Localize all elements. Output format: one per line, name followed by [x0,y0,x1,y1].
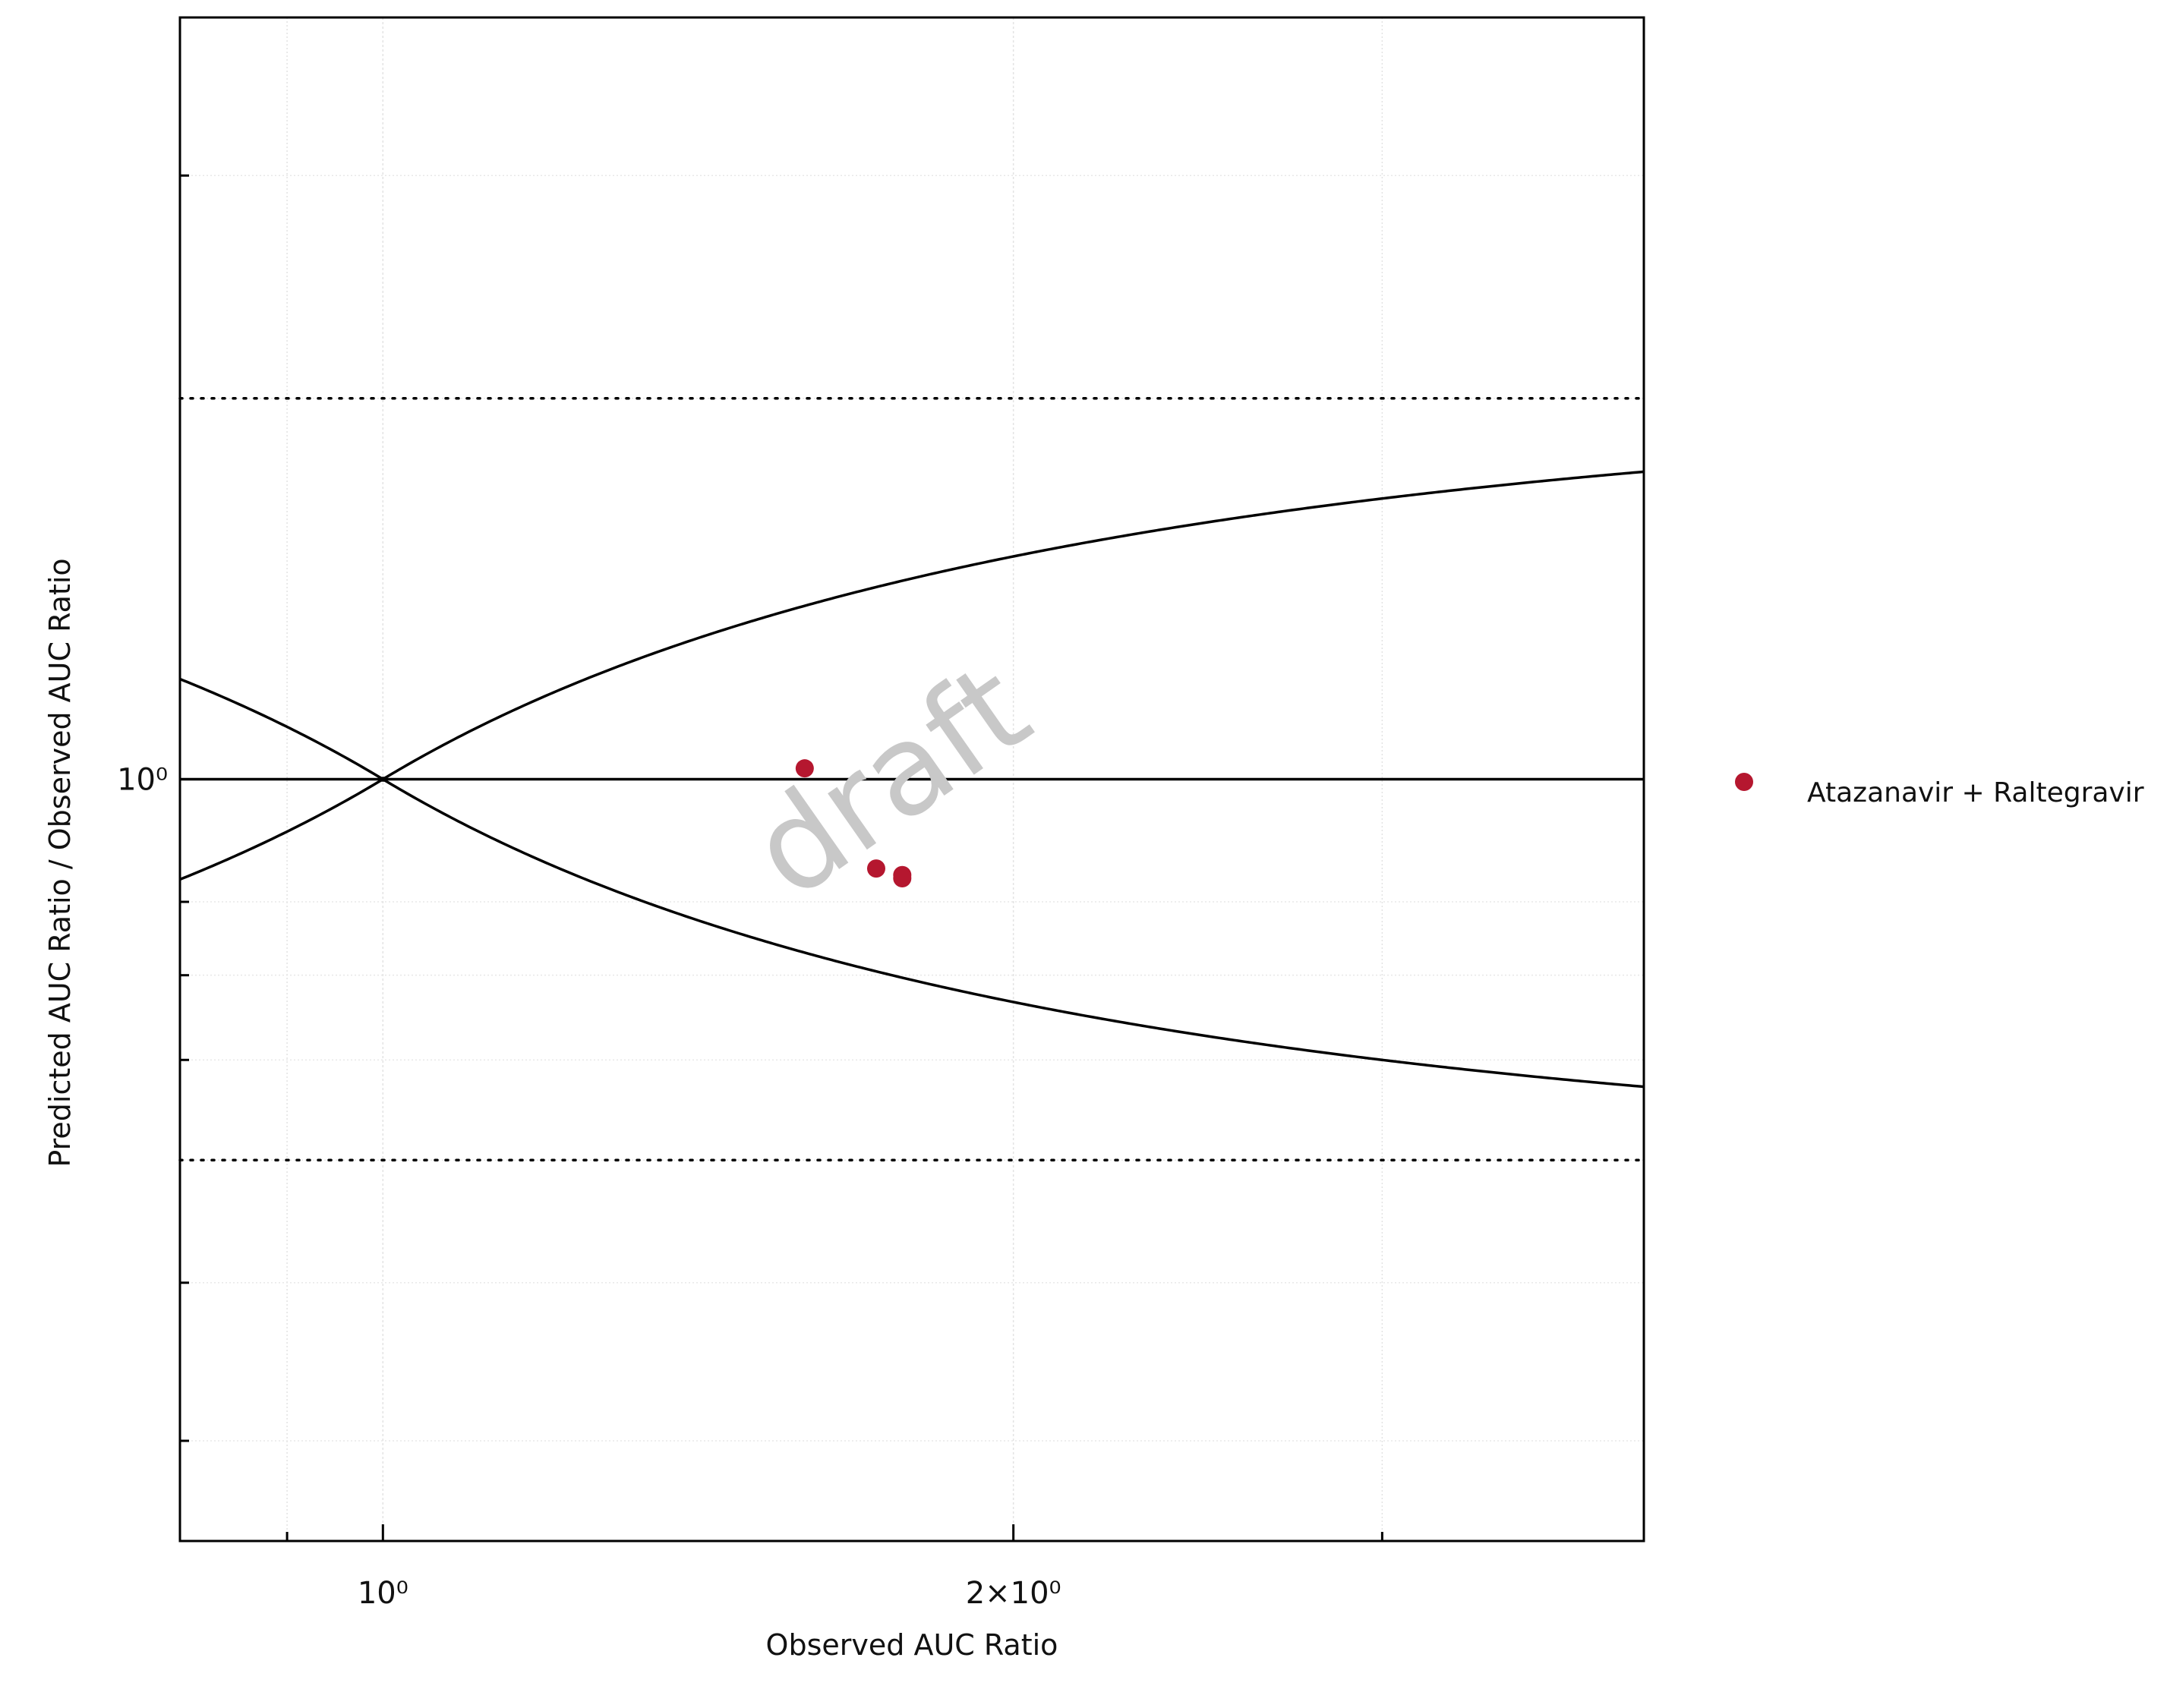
data-point [795,759,814,778]
legend-label: Atazanavir + Raltegravir [1807,777,2144,808]
legend-marker [1735,773,1753,791]
guest-limit-curves [179,470,1645,1089]
upper-limit-curve [179,470,1645,780]
x-tick-label: 2×10⁰ [966,1576,1061,1611]
data-point [866,859,885,878]
axes [178,16,1645,1543]
reference-lines [178,397,1645,1161]
watermark: draft [726,635,1055,926]
y-tick-labels: 10⁰ [117,763,168,798]
legend: Atazanavir + Raltegravir [1735,773,2144,808]
x-tick-labels: 10⁰ 2×10⁰ [358,1576,1061,1611]
data-point [893,869,912,888]
y-tick-label: 10⁰ [117,763,168,798]
lower-limit-curve [179,779,1645,1089]
x-axis-label: Observed AUC Ratio [766,1628,1058,1662]
x-tick-label: 10⁰ [358,1576,408,1611]
y-axis-label: Predicted AUC Ratio / Observed AUC Ratio [43,558,77,1167]
data-points [795,759,912,888]
